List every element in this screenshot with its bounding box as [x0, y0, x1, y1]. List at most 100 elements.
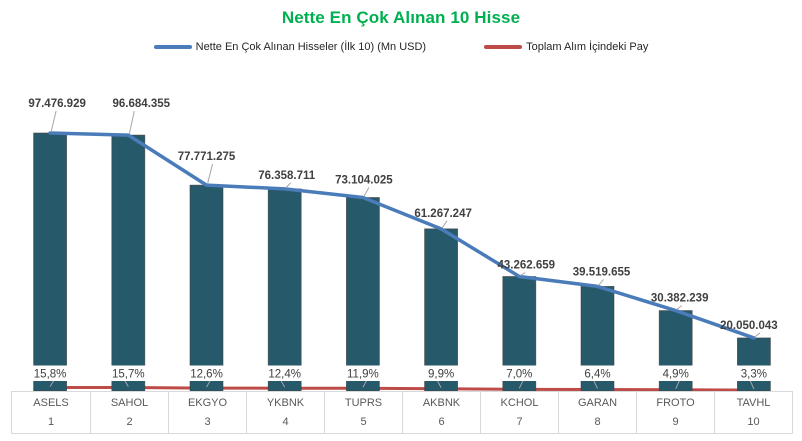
chart-legend: Nette En Çok Alınan Hisseler (İlk 10) (M… — [0, 41, 802, 53]
category-column-tavhl: TAVHL 10 — [714, 392, 792, 433]
chart-title: Nette En Çok Alınan 10 Hisse — [281, 8, 521, 27]
value-label: 30.382.239 — [651, 293, 709, 305]
pct-label: 6,4% — [584, 369, 610, 381]
category-ticker: AKBNK — [422, 397, 461, 409]
category-column-asels: ASELS 1 — [12, 392, 90, 433]
category-rank: 2 — [126, 416, 133, 428]
category-rank: 4 — [282, 416, 289, 428]
value-label: 73.104.025 — [335, 175, 393, 187]
category-column-froto: FROTO 9 — [636, 392, 714, 433]
category-column-akbnk: AKBNK 6 — [402, 392, 480, 433]
pct-label-box — [107, 365, 150, 381]
value-leader-line — [285, 182, 292, 189]
value-leader-line — [128, 110, 135, 135]
bar-tavhl — [737, 337, 771, 391]
bar-sahol — [111, 134, 146, 391]
pct-label: 12,6% — [190, 369, 223, 381]
pct-leader-line — [49, 379, 55, 387]
share-line — [48, 385, 756, 391]
pct-label-box — [341, 365, 384, 381]
pct-label: 4,9% — [663, 369, 689, 381]
category-ticker: EKGYO — [187, 397, 228, 409]
category-ticker: TAVHL — [736, 397, 771, 409]
pct-leader-line — [518, 379, 524, 389]
legend-item-share: Toplam Alım İçindeki Pay — [484, 41, 648, 53]
value-leader-line — [598, 279, 604, 286]
pct-label: 9,9% — [428, 369, 454, 381]
pct-label-box — [420, 365, 463, 381]
category-column-sahol: SAHOL 2 — [90, 392, 168, 433]
category-rank: 7 — [516, 416, 523, 428]
legend-label-share: Toplam Alım İçindeki Pay — [526, 41, 649, 53]
pct-label: 15,7% — [112, 369, 145, 381]
category-rank: 5 — [360, 416, 367, 428]
value-line — [48, 131, 756, 340]
pct-label: 15,8% — [34, 369, 67, 381]
bar-ekgyo — [189, 184, 224, 391]
red-line-marker-icon — [484, 45, 523, 49]
value-label: 77.771.275 — [178, 151, 236, 163]
value-leader-line — [50, 110, 57, 133]
bar-akbnk — [424, 228, 459, 391]
category-rank: 6 — [438, 416, 445, 428]
value-label: 20.050.043 — [720, 320, 778, 332]
pct-label-box — [263, 365, 306, 381]
category-ticker: SAHOL — [110, 397, 149, 409]
value-label: 76.358.711 — [258, 170, 316, 182]
pct-label: 3,3% — [741, 369, 767, 381]
category-column-tuprs: TUPRS 5 — [324, 392, 402, 433]
blue-line-marker-icon — [153, 45, 192, 49]
category-ticker: FROTO — [656, 397, 695, 409]
value-leader-line — [207, 164, 213, 185]
category-ticker: YKBNK — [266, 397, 305, 409]
value-label: 39.519.655 — [573, 266, 631, 278]
pct-leader-line — [206, 379, 211, 388]
category-column-ykbnk: YKBNK 4 — [246, 392, 324, 433]
bar-ykbnk — [267, 188, 302, 391]
value-leader-line — [441, 220, 448, 229]
legend-item-net-bought: Nette En Çok Alınan Hisseler (İlk 10) (M… — [153, 41, 427, 53]
pct-leader-line — [749, 379, 755, 390]
value-label: 43.262.659 — [498, 259, 556, 271]
plot-area: 15,8% 15,7% 12,6% 12,4% 11,9% 9,9% 7,0% 6,4% 4,9… — [28, 98, 778, 391]
pct-label-box — [654, 365, 697, 381]
category-rank: 3 — [204, 416, 211, 428]
bar-asels — [33, 132, 67, 391]
category-ticker: TUPRS — [344, 397, 383, 409]
category-rank: 9 — [672, 416, 679, 428]
category-rank: 1 — [47, 416, 55, 428]
value-leader-line — [363, 187, 370, 197]
category-column-ekgyo: EKGYO 3 — [168, 392, 246, 433]
value-label: 96.684.355 — [113, 98, 171, 110]
pct-leader-line — [362, 379, 368, 388]
category-ticker: KCHOL — [500, 397, 539, 409]
pct-label-box — [576, 365, 619, 381]
pct-leader-line — [436, 379, 442, 388]
value-label: 97.476.929 — [28, 98, 86, 110]
pct-label-box — [29, 365, 72, 381]
pct-leader-line — [123, 379, 129, 387]
value-label: 61.267.247 — [414, 208, 472, 220]
legend-label-net-bought: Nette En Çok Alınan Hisseler (İlk 10) (M… — [195, 41, 427, 53]
value-leader-line — [754, 332, 761, 338]
category-ticker: ASELS — [33, 397, 69, 409]
pct-label: 11,9% — [347, 369, 379, 381]
value-leader-line — [520, 272, 526, 276]
pct-leader-line — [675, 379, 681, 389]
pct-leader-line — [593, 379, 598, 389]
pct-label-box — [732, 365, 775, 381]
pct-label-box — [185, 365, 228, 381]
category-ticker: GARAN — [577, 397, 618, 409]
pct-leader-line — [280, 379, 286, 388]
category-rank: 8 — [594, 416, 601, 428]
pct-label-box — [498, 365, 541, 381]
category-column-garan: GARAN 8 — [558, 392, 636, 433]
category-axis-table: ASELS 1 SAHOL 2 EKGYO 3 YKBNK 4 TUPRS 5 AKBNK 6 KCHO… — [11, 391, 793, 434]
category-rank: 10 — [747, 416, 760, 428]
bar-tuprs — [345, 197, 380, 391]
category-column-kchol: KCHOL 7 — [480, 392, 558, 433]
value-leader-line — [676, 305, 683, 310]
pct-label: 12,4% — [268, 369, 301, 381]
pct-label: 7,0% — [506, 369, 532, 381]
